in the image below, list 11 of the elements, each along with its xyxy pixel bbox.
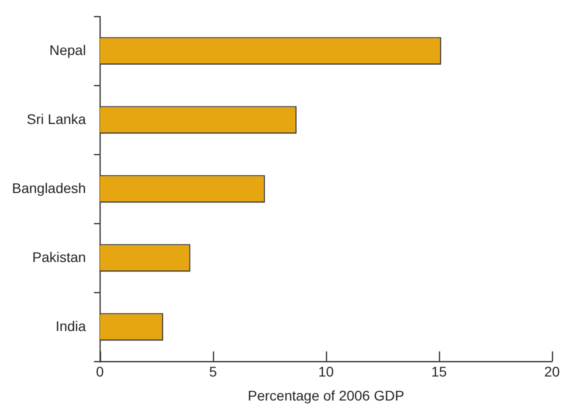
x-tick-label: 5	[209, 364, 218, 380]
y-tick-label: Pakistan	[32, 248, 86, 265]
x-tick-label: 10	[318, 364, 334, 380]
y-tick-label: Bangladesh	[12, 180, 86, 196]
y-tick-label: Sri Lanka	[26, 110, 86, 127]
y-tick-label: India	[56, 318, 86, 334]
x-tick-label: 20	[544, 364, 560, 380]
x-tick-label: 15	[431, 364, 447, 380]
x-tick-label: 0	[96, 364, 104, 380]
y-tick-label: Nepal	[49, 42, 86, 58]
x-axis-title: Percentage of 2006 GDP	[248, 387, 404, 404]
